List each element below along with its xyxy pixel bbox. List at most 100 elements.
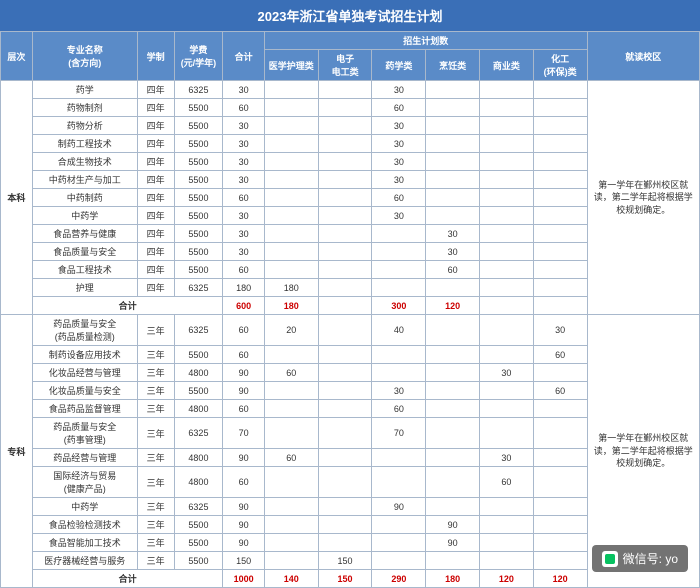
cell bbox=[264, 346, 318, 364]
total-cell: 180 bbox=[264, 297, 318, 315]
cell: 医疗器械经营与服务 bbox=[32, 552, 137, 570]
cell bbox=[264, 382, 318, 400]
cell: 5500 bbox=[174, 346, 223, 364]
cell: 180 bbox=[264, 279, 318, 297]
cell: 30 bbox=[372, 81, 426, 99]
cell: 30 bbox=[372, 153, 426, 171]
cell: 制药工程技术 bbox=[32, 135, 137, 153]
enrollment-table: 层次 专业名称 (含方向) 学制 学费 (元/学年) 合计 招生计划数 就读校区… bbox=[0, 31, 700, 588]
cell: 食品智能加工技术 bbox=[32, 534, 137, 552]
cell bbox=[533, 135, 587, 153]
cell bbox=[318, 225, 372, 243]
total-cell: 120 bbox=[533, 570, 587, 588]
total-cell: 180 bbox=[426, 570, 480, 588]
cell bbox=[372, 261, 426, 279]
cell bbox=[372, 346, 426, 364]
cell: 30 bbox=[426, 243, 480, 261]
cell: 5500 bbox=[174, 516, 223, 534]
cell bbox=[264, 153, 318, 171]
cell: 5500 bbox=[174, 117, 223, 135]
cell: 药品质量与安全 (药事管理) bbox=[32, 418, 137, 449]
cell bbox=[264, 171, 318, 189]
cell: 食品营养与健康 bbox=[32, 225, 137, 243]
cell bbox=[479, 135, 533, 153]
cell bbox=[318, 400, 372, 418]
cell: 30 bbox=[533, 315, 587, 346]
cell: 4800 bbox=[174, 400, 223, 418]
cell bbox=[264, 400, 318, 418]
cell: 30 bbox=[223, 81, 265, 99]
cell: 30 bbox=[223, 225, 265, 243]
cell bbox=[479, 346, 533, 364]
cell: 四年 bbox=[137, 153, 174, 171]
cell bbox=[479, 261, 533, 279]
cell: 30 bbox=[372, 207, 426, 225]
cell bbox=[264, 418, 318, 449]
cell bbox=[318, 171, 372, 189]
cell bbox=[264, 135, 318, 153]
cell: 90 bbox=[223, 364, 265, 382]
cell: 四年 bbox=[137, 81, 174, 99]
table-row: 本科药学四年63253030第一学年在鄞州校区就读，第二学年起将根据学校规划确定… bbox=[1, 81, 700, 99]
cell: 食品工程技术 bbox=[32, 261, 137, 279]
watermark-text: 微信号: yo bbox=[623, 550, 678, 567]
table-row: 专科药品质量与安全 (药品质量检测)三年632560204030第一学年在鄞州校… bbox=[1, 315, 700, 346]
col-cat5: 商业类 bbox=[479, 50, 533, 81]
cell bbox=[318, 346, 372, 364]
cell: 制药设备应用技术 bbox=[32, 346, 137, 364]
cell bbox=[318, 516, 372, 534]
cell bbox=[479, 243, 533, 261]
col-cat3: 药学类 bbox=[372, 50, 426, 81]
col-level: 层次 bbox=[1, 32, 33, 81]
cell: 30 bbox=[223, 243, 265, 261]
cell: 60 bbox=[223, 261, 265, 279]
cell bbox=[533, 153, 587, 171]
total-cell bbox=[479, 297, 533, 315]
cell: 90 bbox=[372, 498, 426, 516]
col-categories: 招生计划数 bbox=[264, 32, 587, 50]
cell: 食品药品监督管理 bbox=[32, 400, 137, 418]
cell bbox=[264, 516, 318, 534]
cell bbox=[533, 400, 587, 418]
cell: 30 bbox=[426, 225, 480, 243]
cell: 30 bbox=[479, 449, 533, 467]
cell bbox=[479, 99, 533, 117]
cell: 60 bbox=[223, 189, 265, 207]
cell: 60 bbox=[426, 261, 480, 279]
cell: 30 bbox=[223, 135, 265, 153]
cell bbox=[372, 534, 426, 552]
cell: 90 bbox=[426, 534, 480, 552]
total-cell: 290 bbox=[372, 570, 426, 588]
cell bbox=[318, 99, 372, 117]
total-cell: 120 bbox=[426, 297, 480, 315]
cell bbox=[264, 207, 318, 225]
cell bbox=[426, 400, 480, 418]
cell bbox=[318, 382, 372, 400]
cell bbox=[479, 400, 533, 418]
level-cell: 本科 bbox=[1, 81, 33, 315]
cell bbox=[264, 99, 318, 117]
cell bbox=[372, 552, 426, 570]
cell bbox=[479, 534, 533, 552]
cell: 30 bbox=[372, 171, 426, 189]
total-cell bbox=[533, 297, 587, 315]
cell: 四年 bbox=[137, 207, 174, 225]
cell: 60 bbox=[223, 467, 265, 498]
cell: 四年 bbox=[137, 225, 174, 243]
col-cat2: 电子 电工类 bbox=[318, 50, 372, 81]
cell bbox=[318, 135, 372, 153]
cell bbox=[318, 279, 372, 297]
col-duration: 学制 bbox=[137, 32, 174, 81]
total-cell: 1000 bbox=[223, 570, 265, 588]
cell: 药品经营与管理 bbox=[32, 449, 137, 467]
cell bbox=[426, 207, 480, 225]
col-cat1: 医学护理类 bbox=[264, 50, 318, 81]
cell: 食品检验检测技术 bbox=[32, 516, 137, 534]
cell: 30 bbox=[372, 382, 426, 400]
cell bbox=[318, 261, 372, 279]
cell bbox=[318, 207, 372, 225]
cell: 药物分析 bbox=[32, 117, 137, 135]
level-cell: 专科 bbox=[1, 315, 33, 588]
cell: 30 bbox=[372, 117, 426, 135]
cell bbox=[533, 81, 587, 99]
